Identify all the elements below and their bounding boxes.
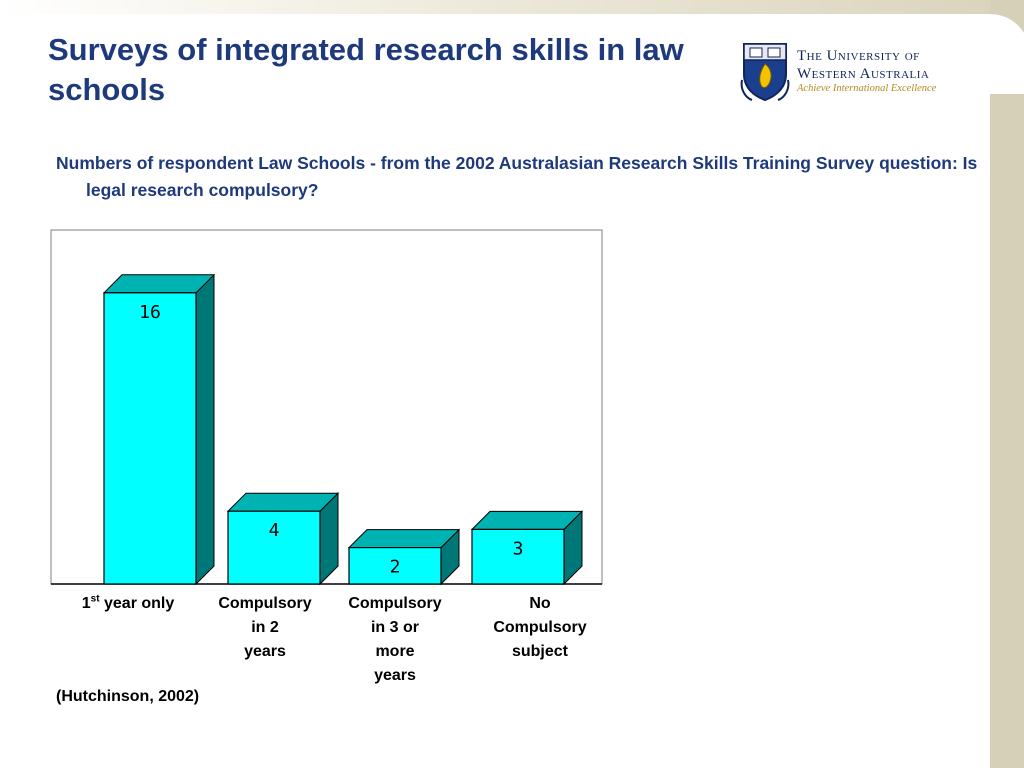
survey-question: Numbers of respondent Law Schools - from…: [56, 153, 978, 200]
crest-icon: [740, 43, 790, 102]
slide-corner-curve: [950, 14, 1024, 94]
label-line: No: [529, 595, 551, 612]
ordinal-suffix: st: [90, 593, 100, 605]
bar-value-label: 4: [269, 520, 280, 541]
bar-top-face: [226, 492, 340, 512]
bars-group: 16 4 2 3: [102, 273, 584, 586]
label-line: Compulsory: [348, 595, 442, 612]
bar-3: 2: [347, 528, 461, 586]
slide-top-band: [0, 0, 1024, 14]
ordinal-number: 1: [81, 595, 91, 612]
bar-side-face: [195, 273, 215, 586]
source-citation: (Hutchinson, 2002): [56, 688, 200, 705]
bar-front-face: [348, 547, 442, 585]
bar-2: 4: [226, 491, 340, 586]
university-name-line1: The University of: [797, 48, 920, 64]
bar-chart: 16 4 2 3: [50, 229, 603, 586]
label-line: years: [244, 643, 286, 660]
category-label-1st-year: 1st year only: [63, 592, 193, 616]
bar-value-label: 16: [139, 302, 161, 323]
bar-front-face: [471, 528, 565, 585]
category-label-compulsory-2-years: Compulsory in 2 years: [200, 592, 330, 664]
slide-title: Surveys of integrated research skills in…: [48, 32, 684, 107]
university-name-line2: Western Australia: [797, 66, 930, 82]
university-motto: Achieve International Excellence: [797, 83, 937, 94]
category-label-compulsory-3-years: Compulsory in 3 or more years: [330, 592, 460, 688]
category-label-no-compulsory: No Compulsory subject: [475, 592, 605, 664]
bar-top-face: [470, 510, 584, 530]
slide-right-band: [990, 0, 1024, 768]
university-name: The University of Western Australia: [797, 47, 962, 83]
university-logo: The University of Western Australia Achi…: [740, 40, 960, 102]
bar-4: 3: [470, 510, 584, 586]
label-line: more: [375, 643, 415, 660]
label-line: in 3 or: [370, 619, 419, 636]
label-line: Compulsory: [218, 595, 312, 612]
label-line: Compulsory: [493, 619, 587, 636]
bar-1: 16: [102, 273, 216, 586]
bar-front-face: [103, 292, 197, 585]
bar-value-label: 2: [390, 557, 401, 578]
label-line: in 2: [251, 619, 279, 636]
category-text: year only: [99, 595, 175, 612]
bar-top-face: [347, 529, 461, 549]
label-line: years: [374, 667, 416, 684]
bar-front-face: [227, 510, 321, 585]
bar-value-label: 3: [513, 538, 524, 559]
bar-top-face: [102, 274, 216, 294]
label-line: subject: [511, 643, 568, 660]
